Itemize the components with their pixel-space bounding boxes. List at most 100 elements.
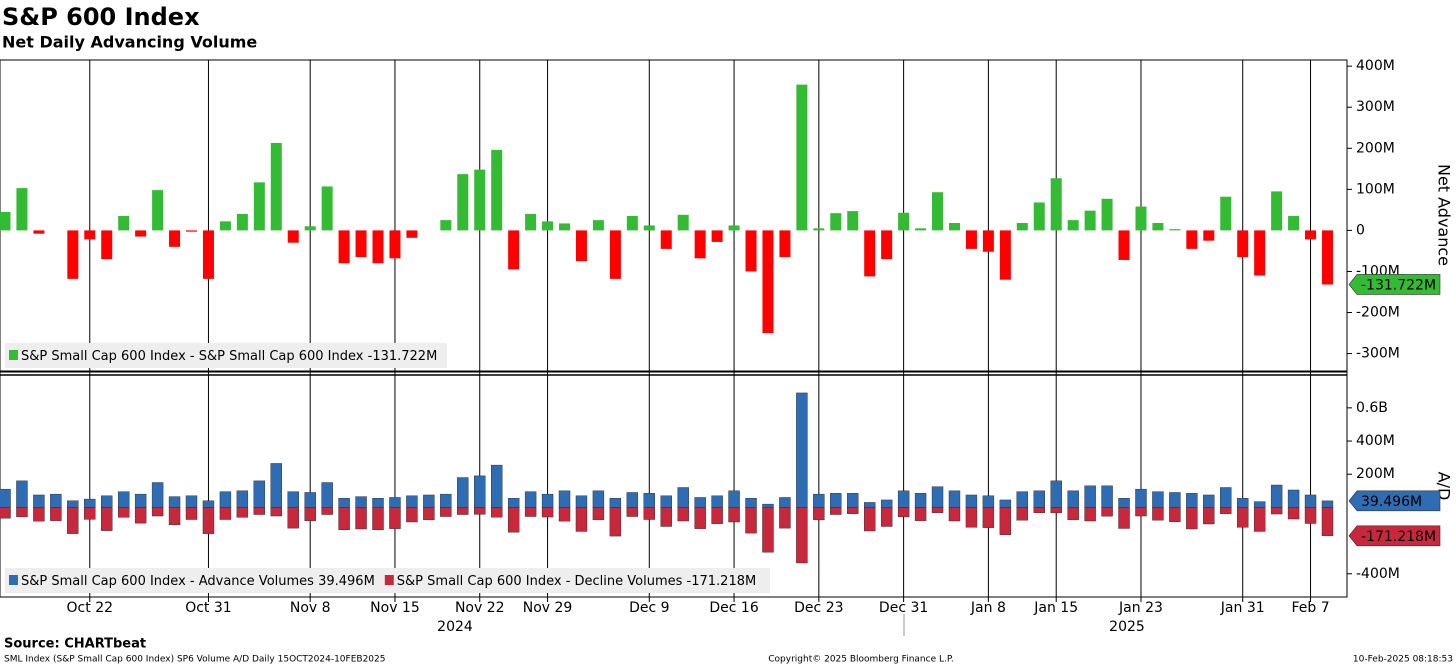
legend-swatch	[9, 350, 18, 360]
bar	[117, 491, 130, 508]
bar	[914, 493, 927, 508]
bar	[1220, 487, 1232, 508]
bar	[1304, 494, 1317, 508]
bar	[931, 507, 944, 513]
bar	[457, 507, 469, 515]
bar	[423, 494, 435, 508]
bar	[406, 507, 418, 523]
y-tick-label: 0.6B	[1356, 400, 1388, 416]
bar	[762, 503, 774, 508]
bar	[711, 495, 723, 508]
bar	[321, 482, 333, 508]
x-tick-label: Nov 8	[290, 600, 331, 616]
bar	[50, 507, 62, 521]
bar	[219, 507, 232, 520]
bar	[762, 507, 774, 553]
bar	[694, 230, 706, 259]
plot-frame	[0, 59, 1348, 598]
bar	[830, 213, 842, 231]
bar	[1237, 230, 1249, 258]
bar	[1321, 500, 1334, 508]
legend-value: -171.218M	[687, 574, 757, 589]
bar	[796, 84, 808, 231]
bar	[982, 507, 995, 528]
bar	[694, 507, 706, 529]
bar	[1067, 507, 1079, 521]
bar	[117, 507, 130, 518]
bar	[440, 493, 452, 508]
bar	[236, 213, 248, 231]
bar	[660, 230, 672, 249]
x-tick-label: Nov 29	[523, 600, 573, 616]
legend-swatch	[384, 575, 394, 585]
bar	[1304, 507, 1317, 524]
bar	[372, 498, 384, 508]
bar	[1169, 229, 1181, 231]
bar	[1321, 230, 1333, 285]
bar	[1203, 507, 1215, 525]
bar	[592, 220, 604, 231]
bar	[134, 507, 147, 524]
source: Source: CHARTbeat	[4, 637, 146, 652]
x-tick-label: Dec 31	[879, 600, 928, 616]
bar	[660, 495, 672, 508]
y-tick-label: 100M	[1356, 181, 1395, 197]
bar	[118, 216, 130, 231]
value-tag	[1348, 274, 1441, 295]
bar	[1253, 501, 1266, 508]
bar	[1033, 202, 1045, 231]
bar	[1287, 489, 1300, 508]
y-tick-label: 200M	[1356, 140, 1395, 156]
bar	[457, 477, 469, 508]
x-tick-label: Dec 23	[794, 600, 843, 616]
bar	[728, 507, 740, 523]
y-tick-label: 300M	[1356, 99, 1395, 115]
bar	[677, 507, 689, 522]
bar	[168, 496, 181, 508]
bar	[1186, 230, 1198, 249]
bar	[592, 490, 605, 508]
bar	[558, 507, 571, 522]
bar	[813, 507, 825, 521]
bar	[813, 493, 825, 508]
bar	[84, 230, 96, 240]
bar	[779, 507, 791, 529]
bar	[355, 507, 367, 530]
bar	[321, 186, 333, 231]
bar	[762, 230, 774, 334]
bar	[372, 230, 384, 264]
bar	[1050, 178, 1062, 231]
bar	[847, 211, 859, 231]
bar	[50, 493, 62, 508]
bar	[1135, 507, 1147, 517]
bar	[440, 507, 452, 517]
bar	[1186, 507, 1198, 530]
bar	[524, 507, 537, 517]
x-tick-label: Nov 15	[370, 600, 420, 616]
bar	[1050, 480, 1062, 508]
bar	[185, 495, 198, 508]
bar	[253, 182, 265, 231]
bar	[134, 493, 147, 508]
bar	[355, 496, 367, 508]
bar	[236, 507, 249, 518]
bar	[16, 507, 28, 518]
bar	[490, 464, 503, 508]
bar	[33, 230, 45, 234]
bar	[1067, 220, 1079, 231]
year-label: 2025	[1109, 619, 1145, 635]
bar	[406, 495, 418, 508]
x-tick-label: Feb 7	[1291, 600, 1329, 616]
bar	[508, 230, 520, 270]
bar	[880, 507, 893, 527]
legend-value: -131.722M	[368, 349, 438, 364]
bar	[355, 230, 367, 258]
bar	[0, 211, 11, 231]
bar	[575, 495, 588, 508]
bar	[948, 507, 961, 522]
legend-name: S&P Small Cap 600 Index - S&P Small Cap …	[21, 349, 364, 364]
bar	[1135, 206, 1147, 231]
x-tick-label: Jan 23	[1118, 600, 1163, 616]
bar	[1067, 490, 1079, 508]
value-tag	[1348, 525, 1441, 547]
